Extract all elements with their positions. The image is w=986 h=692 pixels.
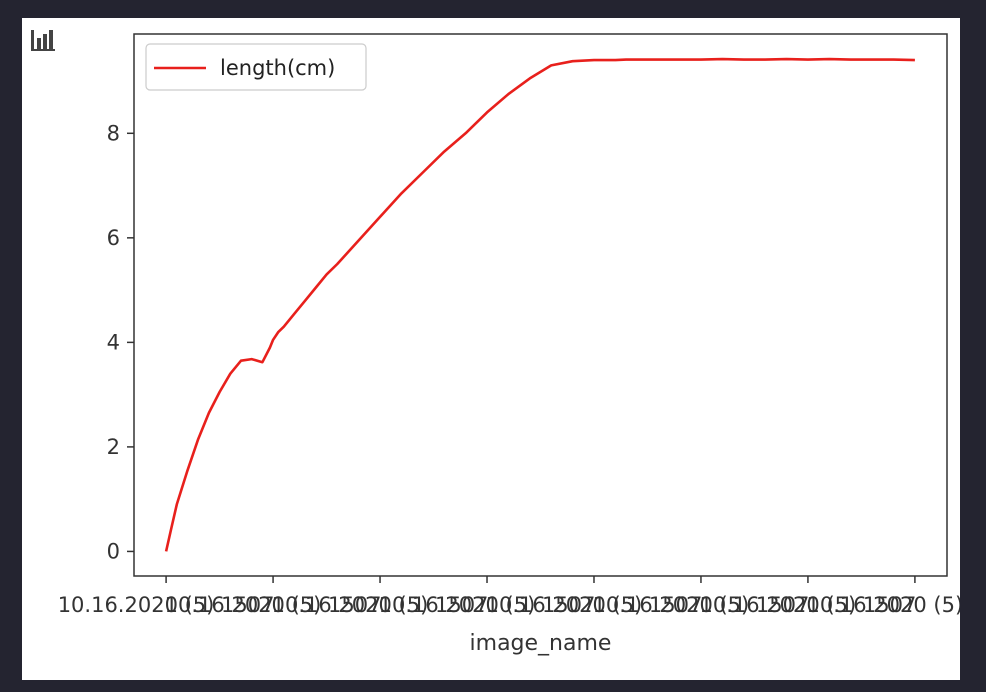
y-tick-label: 2	[107, 435, 120, 459]
x-tick-label: 10.16.2020 (5) 1507	[807, 593, 960, 617]
y-tick-label: 0	[107, 539, 120, 563]
series-line	[164, 57, 915, 552]
x-tick-label: 10.16.2020 (5) 1507	[593, 593, 810, 617]
x-tick-label: 10.16.2020 (5) 1507	[379, 593, 596, 617]
plot-frame	[133, 33, 948, 577]
x-tick-label: 10.16.2020 (5) 1507	[700, 593, 917, 617]
x-tick-label: 10.16.2020 (5) 1507	[165, 593, 382, 617]
bar-chart-icon[interactable]	[30, 28, 56, 52]
x-axis-label: image_name	[470, 631, 612, 656]
x-tick-label: 10.16.2020 (5) 1507	[486, 593, 703, 617]
x-tick-label: 10.16.2020 (5) 1507	[58, 593, 275, 617]
y-tick-label: 6	[107, 226, 120, 250]
y-tick-label: 4	[107, 330, 120, 354]
legend-label: length(cm)	[220, 56, 335, 80]
legend-box	[145, 43, 367, 91]
chart-panel: 0 2 4 6 8 10.16.2020 (5) 1507 10.16.2020 (5) 1…	[22, 18, 960, 680]
x-tick-label: 10.16.2020 (5) 1507	[272, 593, 489, 617]
y-tick-label: 8	[107, 121, 120, 145]
